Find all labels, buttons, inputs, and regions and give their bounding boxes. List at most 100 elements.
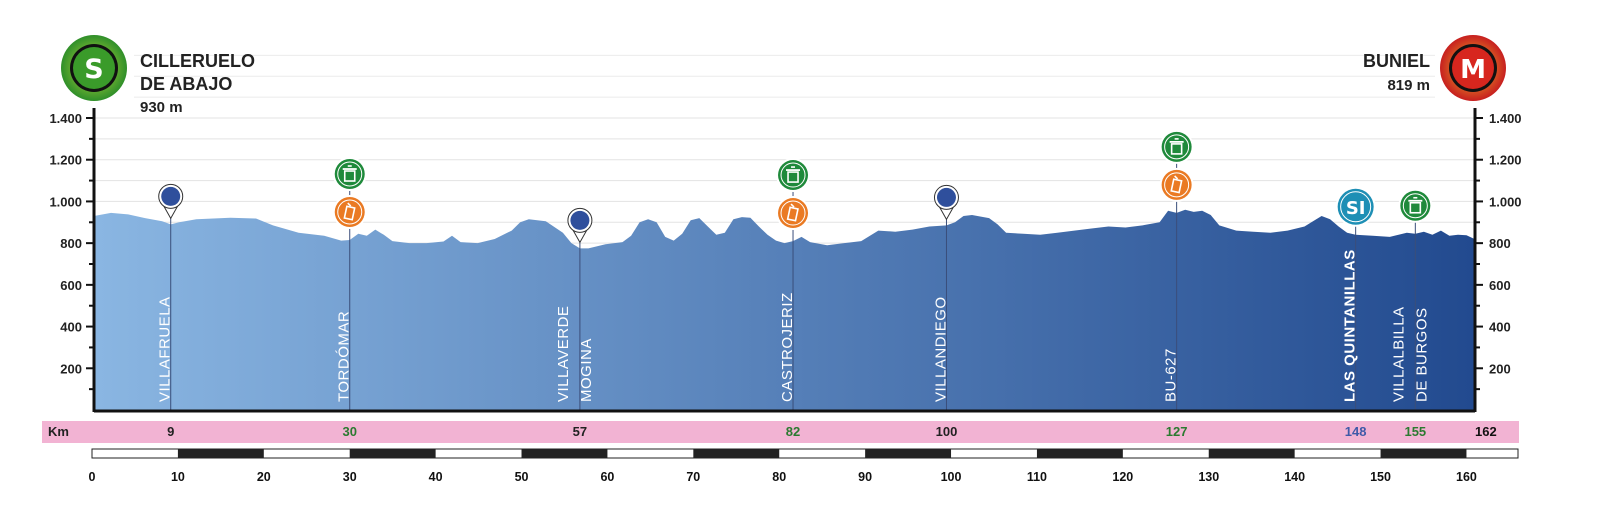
feed-zone-icon-disc: [778, 160, 809, 191]
sprint-icon: [1159, 167, 1194, 202]
km-strip-value: 155: [1404, 424, 1426, 439]
pin-icon: [567, 207, 593, 244]
bottle-icon: [786, 206, 799, 222]
waypoint-label: CASTROJERIZ: [779, 292, 796, 402]
start-elevation: 930 m: [140, 99, 183, 116]
bottle-neck-icon: [347, 202, 352, 207]
trash-bin-icon: [343, 170, 356, 182]
sprint-icon-ring: [780, 200, 806, 226]
scale-bar-outline: [91, 448, 1519, 459]
x-tick-label: 130: [1198, 470, 1219, 484]
y-tick-label-right: 400: [1489, 320, 1511, 335]
bottle-icon: [1170, 178, 1183, 194]
scale-bar-segment: [1380, 449, 1467, 458]
x-tick-label: 150: [1370, 470, 1391, 484]
x-tick-label: 60: [600, 470, 614, 484]
y-tick-label-left: 600: [60, 278, 82, 293]
km-strip-end-value: 162: [1475, 424, 1497, 439]
x-axis-ticks: 0 10 20 30 40 50 60 70 80 90 100 110 120 130 140 150 160: [89, 470, 1477, 484]
waypoint-label: VILLAFRUELA: [157, 296, 174, 402]
x-tick-label: 70: [686, 470, 700, 484]
sprint-icon-ring: [337, 199, 363, 225]
waypoint-label: VILLANDIEGO: [932, 296, 949, 402]
feed-zone-icon-ring: [1164, 134, 1190, 160]
x-tick-label: 20: [257, 470, 271, 484]
km-strip-values: 9 30 57 82 100 127 148 155: [167, 424, 1426, 439]
feed-zone-icon-disc: [334, 159, 365, 190]
start-badge-core: [73, 47, 115, 89]
distance-scale-bar: [91, 448, 1519, 459]
sprint-icon-disc: [334, 197, 365, 228]
bottle-neck-icon: [790, 203, 795, 208]
x-tick-label: 30: [343, 470, 357, 484]
intermediate-sprint-icon-text: SI: [1346, 198, 1366, 219]
finish-badge: M: [1440, 35, 1506, 101]
x-tick-label: 110: [1027, 470, 1047, 484]
pin-icon-dot: [570, 210, 590, 230]
feed-zone-icon-ring: [1402, 193, 1428, 219]
km-strip-value: 9: [167, 424, 174, 439]
km-strip-value: 57: [573, 424, 587, 439]
feed-zone-icon-disc: [1161, 131, 1192, 162]
sprint-icon-disc: [778, 198, 809, 229]
x-tick-label: 140: [1284, 470, 1305, 484]
pin-icon: [158, 183, 184, 220]
y-tick-label-left: 400: [60, 320, 82, 335]
pin-icon-dot: [936, 187, 956, 207]
bottle-neck-icon: [1174, 175, 1179, 180]
start-name-line-2: DE ABAJO: [140, 74, 232, 94]
finish-badge-core: [1452, 47, 1494, 89]
trash-bin-icon: [1170, 143, 1183, 155]
y-tick-label-right: 800: [1489, 236, 1511, 251]
km-strip-value: 82: [786, 424, 800, 439]
trash-bin-icon: [787, 171, 799, 183]
x-tick-label: 0: [89, 470, 96, 484]
feed-icon: [1398, 188, 1433, 223]
sprint-icon: [776, 196, 811, 231]
y-tick-label-left: 1.000: [49, 194, 82, 209]
waypoint-label: VILLALBILLA: [1390, 306, 1407, 402]
y-tick-label-right: 1.200: [1489, 153, 1522, 168]
si-icon: SI: [1335, 186, 1376, 227]
elevation-profile-area: [94, 209, 1475, 410]
y-tick-label-right: 200: [1489, 361, 1511, 376]
km-strip: [42, 421, 1519, 443]
feed-zone-icon-ring: [337, 161, 363, 187]
finish-badge-letter: M: [1460, 55, 1486, 85]
waypoints-layer: VILLAFRUELA TORDÓMAR VILLAVERDE MOGINA CASTR…: [157, 129, 1433, 410]
waypoint-label: TORDÓMAR: [336, 311, 353, 402]
x-tick-label: 50: [515, 470, 529, 484]
start-badge: S: [61, 35, 127, 101]
y-tick-label-left: 200: [60, 361, 82, 376]
y-axis-left: 200 400 600 800 1.000 1.200 1.400: [49, 111, 82, 376]
scale-bar-segment: [865, 449, 952, 458]
x-tick-label: 160: [1456, 470, 1477, 484]
scale-bar-segment: [1036, 449, 1123, 458]
km-strip-value: 30: [343, 424, 357, 439]
x-tick-label: 100: [941, 470, 962, 484]
start-badge-letter: S: [84, 54, 103, 85]
x-tick-label: 120: [1112, 470, 1133, 484]
x-tick-label: 90: [858, 470, 872, 484]
pin-icon: [933, 184, 959, 221]
feed-icon: [1159, 129, 1194, 164]
km-strip-value: 100: [936, 424, 958, 439]
y-tick-label-right: 600: [1489, 278, 1511, 293]
scale-bar-segment: [521, 449, 608, 458]
bottle-icon: [343, 205, 356, 221]
waypoint-label: MOGINA: [578, 338, 595, 402]
feed-icon: [776, 158, 811, 193]
waypoint-label: DE BURGOS: [1413, 307, 1430, 402]
km-strip-label: Km: [48, 424, 69, 439]
finish-elevation: 819 m: [1387, 77, 1430, 94]
km-strip-value: 148: [1345, 424, 1367, 439]
scale-bar-segment: [349, 449, 436, 458]
km-strip-value: 127: [1166, 424, 1188, 439]
waypoint-label: VILLAVERDE: [555, 306, 572, 402]
feed-zone-icon-ring: [780, 162, 806, 188]
sprint-icon-ring: [1164, 172, 1190, 198]
y-tick-label-left: 1.200: [49, 153, 82, 168]
chart-frame: [86, 108, 1483, 413]
feed-zone-icon-disc: [1400, 190, 1431, 221]
